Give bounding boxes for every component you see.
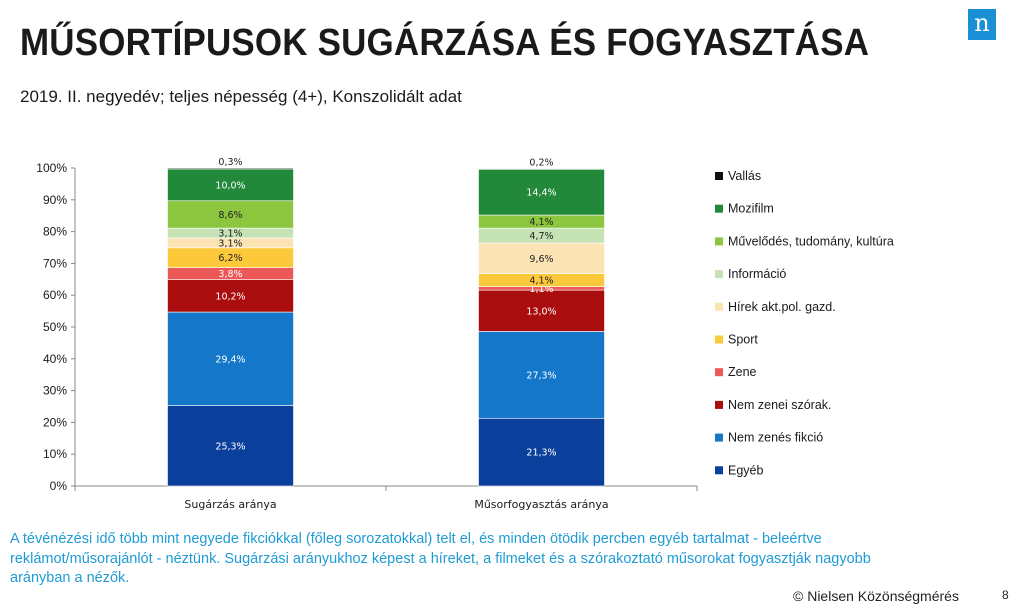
bar-segment [167, 311, 294, 406]
legend-swatch [715, 368, 723, 377]
legend-swatch [715, 335, 723, 344]
data-label: 6,2% [218, 253, 242, 264]
bar-segment [478, 168, 605, 170]
bar-segment [167, 200, 294, 229]
legend-label: Zene [728, 365, 757, 379]
data-label: 13,0% [526, 306, 556, 317]
legend-label: Hírek akt.pol. gazd. [728, 300, 836, 314]
y-tick-label: 50% [43, 320, 67, 334]
legend-label: Mozifilm [728, 202, 774, 216]
legend-label: Információ [728, 267, 786, 281]
legend-label: Nem zenei szórak. [728, 398, 832, 412]
legend-label: Művelődés, tudomány, kultúra [728, 234, 894, 248]
bar-segment [167, 405, 294, 487]
data-label: 27,3% [526, 370, 556, 381]
data-label: 0,2% [529, 158, 553, 169]
summary-note: A tévénézési idő több mint negyede fikci… [10, 531, 871, 586]
legend-label: Nem zenés fikció [728, 431, 823, 445]
page-number: 8 [1002, 588, 1009, 602]
data-label: 3,1% [218, 238, 242, 249]
data-label: 4,7% [529, 231, 553, 242]
data-label: 21,3% [526, 448, 556, 459]
data-label: 29,4% [215, 354, 245, 365]
data-label: 3,8% [218, 269, 242, 280]
data-label: 4,1% [529, 276, 553, 287]
legend-swatch [715, 204, 723, 213]
stacked-bar-chart: 0% 10% 20% 30% 40% 50% 60% 70% 80% 90% 100% 25,3% 29… [36, 157, 894, 511]
y-tick-label: 60% [43, 288, 67, 302]
y-tick-label: 10% [43, 447, 67, 461]
data-label: 14,4% [526, 188, 556, 199]
y-tick-label: 80% [43, 225, 67, 239]
data-label: 10,0% [215, 180, 245, 191]
legend-label: Sport [728, 333, 758, 347]
data-label: 25,3% [215, 441, 245, 452]
data-label: 4,1% [529, 217, 553, 228]
y-tick-label: 30% [43, 384, 67, 398]
legend-swatch [715, 237, 723, 246]
x-category-label: Műsorfogyasztás aránya [474, 498, 608, 511]
x-category-label: Sugárzás aránya [184, 498, 276, 511]
y-tick-label: 100% [36, 161, 67, 175]
copyright-text: © Nielsen Közönségmérés [793, 588, 959, 604]
bar-segment [478, 242, 605, 274]
bar-segment [167, 167, 294, 170]
legend-swatch [715, 466, 723, 475]
y-tick-label: 0% [50, 479, 68, 493]
data-label: 1,1% [529, 284, 553, 295]
y-tick-label: 70% [43, 256, 67, 270]
data-label: 8,6% [218, 210, 242, 221]
page-title: MŰSORTÍPUSOK SUGÁRZÁSA ÉS FOGYASZTÁSA [20, 22, 870, 64]
bar-segment [478, 331, 605, 419]
bar-segment [167, 168, 294, 202]
data-label: 3,1% [218, 229, 242, 240]
y-tick-label: 40% [43, 352, 67, 366]
data-label: 0,3% [218, 157, 242, 168]
legend-swatch [715, 270, 723, 279]
data-label: 9,6% [529, 254, 553, 265]
page-subtitle: 2019. II. negyedév; teljes népesség (4+)… [20, 87, 462, 106]
y-tick-label: 20% [43, 415, 67, 429]
legend-label: Egyéb [728, 463, 763, 477]
legend-swatch [715, 172, 723, 180]
legend-swatch [715, 400, 723, 409]
legend-swatch [715, 433, 723, 442]
data-label: 10,2% [215, 291, 245, 302]
nielsen-logo: n [968, 9, 996, 40]
legend-label: Vallás [728, 169, 761, 183]
bar-segment [478, 289, 605, 332]
bar-segment [478, 168, 605, 216]
legend-swatch [715, 302, 723, 311]
y-tick-label: 90% [43, 193, 67, 207]
